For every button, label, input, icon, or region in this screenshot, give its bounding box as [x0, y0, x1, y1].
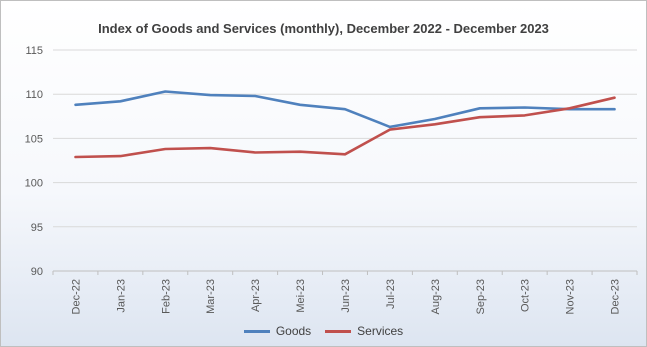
series-line-goods [74, 90, 616, 129]
series-line-services [74, 96, 616, 159]
legend-item-goods: Goods [243, 324, 312, 338]
x-tick-label-Apr-23: Apr-23 [250, 279, 262, 312]
chart-title: Index of Goods and Services (monthly), D… [98, 21, 549, 36]
x-tick-label-Mar-23: Mar-23 [205, 279, 217, 314]
legend: Goods Services [1, 324, 646, 338]
y-tick-label-105: 105 [25, 133, 43, 145]
legend-label-services: Services [357, 324, 404, 338]
x-tick-label-Mei-23: Mei-23 [295, 279, 307, 313]
x-tick-label-Sep-23: Sep-23 [475, 279, 487, 314]
x-tick-label-Jun-23: Jun-23 [340, 279, 352, 313]
legend-label-goods: Goods [275, 324, 312, 338]
x-tick-label-Nov-23: Nov-23 [565, 279, 577, 314]
x-tick-label-Dec-23: Dec-23 [610, 279, 622, 314]
x-tick-label-Dec-22: Dec-22 [70, 279, 82, 314]
x-tick-label-Jul-23: Jul-23 [385, 279, 397, 309]
y-tick-label-100: 100 [25, 178, 43, 190]
x-tick-label-Jan-23: Jan-23 [115, 279, 127, 313]
y-tick-label-115: 115 [25, 45, 43, 57]
y-tick-label-90: 90 [31, 266, 43, 278]
y-tick-label-110: 110 [25, 89, 43, 101]
x-tick-label-Oct-23: Oct-23 [520, 279, 532, 312]
x-tick-label-Aug-23: Aug-23 [430, 279, 442, 314]
legend-item-services: Services [325, 324, 403, 338]
x-tick-label-Feb-23: Feb-23 [160, 279, 172, 314]
legend-swatch-services [325, 329, 352, 333]
legend-swatch-goods [243, 329, 270, 333]
y-tick-label-95: 95 [31, 222, 43, 234]
